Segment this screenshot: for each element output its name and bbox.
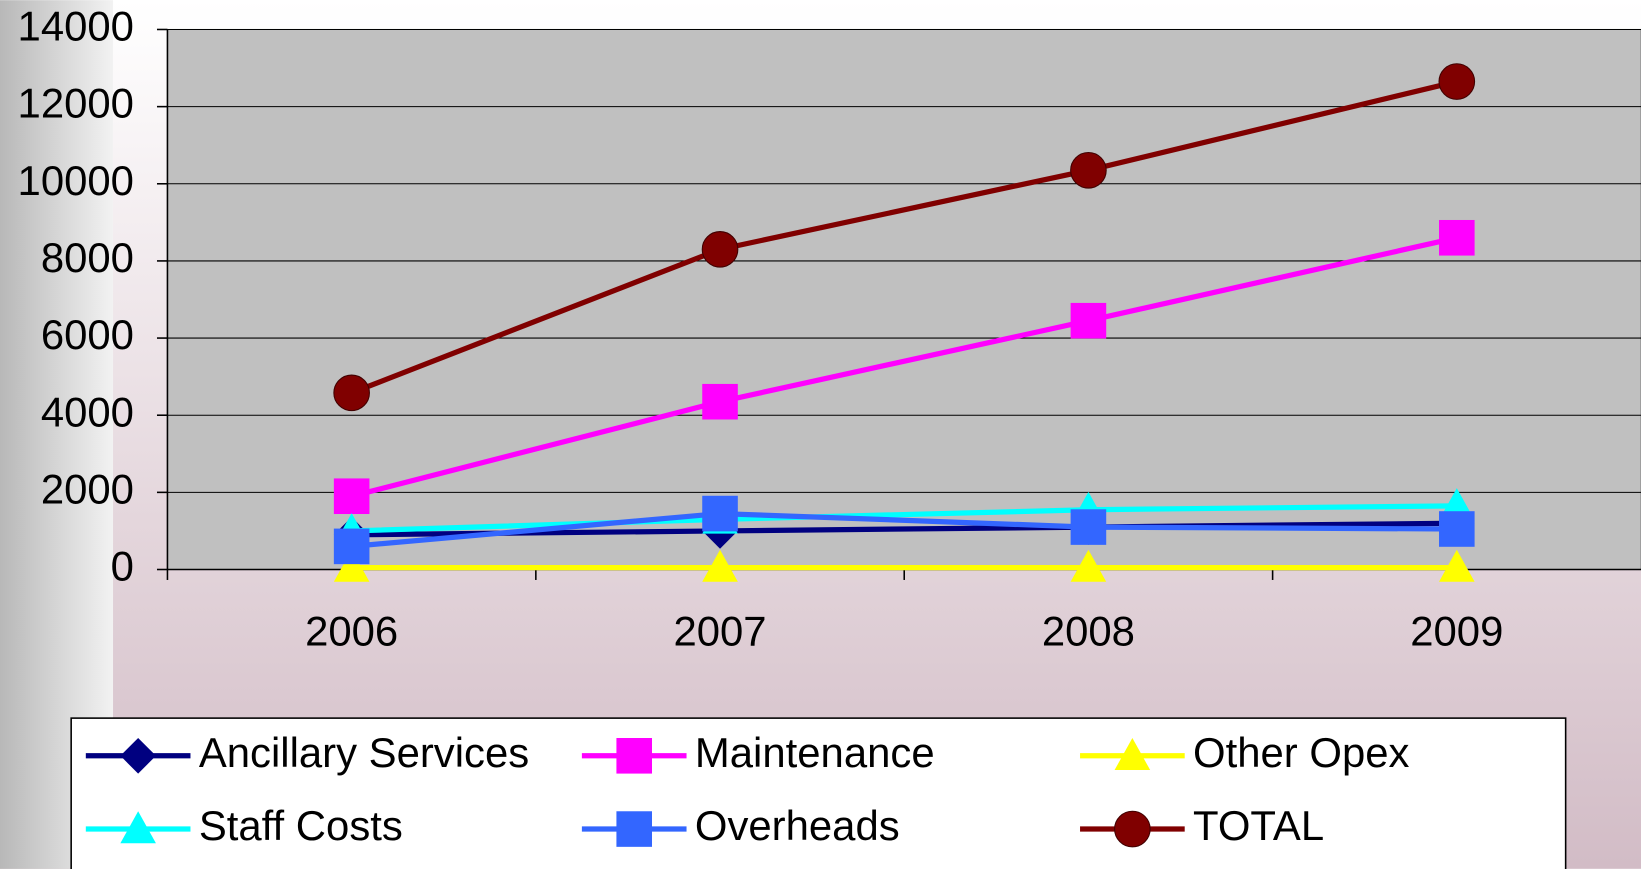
legend-label: Maintenance xyxy=(695,729,935,776)
marker xyxy=(1439,549,1475,582)
marker xyxy=(616,738,653,774)
marker xyxy=(1439,511,1475,547)
marker xyxy=(1439,219,1475,256)
y-tick-label: 14000 xyxy=(18,3,134,50)
series-line xyxy=(350,235,1458,499)
y-tick-label: 0 xyxy=(111,543,134,590)
legend-label: Overheads xyxy=(695,802,900,849)
marker xyxy=(120,811,156,844)
marker xyxy=(333,549,370,582)
y-tick-label: 12000 xyxy=(18,80,134,127)
marker xyxy=(702,495,738,532)
y-tick-label: 6000 xyxy=(41,311,134,358)
marker xyxy=(1070,302,1107,339)
marker xyxy=(333,374,370,412)
marker xyxy=(616,811,653,847)
legend-label: Ancillary Services xyxy=(199,729,529,776)
x-tick-label: 2008 xyxy=(1042,607,1135,654)
marker xyxy=(1114,810,1151,848)
series-line xyxy=(351,503,1457,534)
y-tick-label: 10000 xyxy=(18,157,134,204)
marker xyxy=(1070,509,1107,545)
marker xyxy=(1438,63,1476,100)
series-line xyxy=(351,510,1457,549)
marker xyxy=(701,231,739,268)
y-tick-label: 4000 xyxy=(41,388,134,435)
legend-label: Other Opex xyxy=(1193,729,1409,776)
x-tick-label: 2009 xyxy=(1410,607,1503,654)
legend-label: TOTAL xyxy=(1193,802,1324,849)
x-tick-label: 2006 xyxy=(305,607,398,654)
y-tick-label: 2000 xyxy=(41,465,134,512)
marker xyxy=(333,528,370,565)
legend xyxy=(70,717,1567,874)
y-tick-label: 8000 xyxy=(41,234,134,281)
x-tick-label: 2007 xyxy=(673,607,766,654)
marker xyxy=(702,383,738,420)
legend-label: Staff Costs xyxy=(199,802,403,849)
marker xyxy=(1114,738,1151,771)
series-line xyxy=(350,79,1458,396)
marker xyxy=(333,478,370,515)
marker xyxy=(1070,549,1107,582)
series-line xyxy=(351,520,1457,538)
marker xyxy=(1070,151,1107,189)
marker xyxy=(120,738,156,774)
marker xyxy=(702,549,738,582)
